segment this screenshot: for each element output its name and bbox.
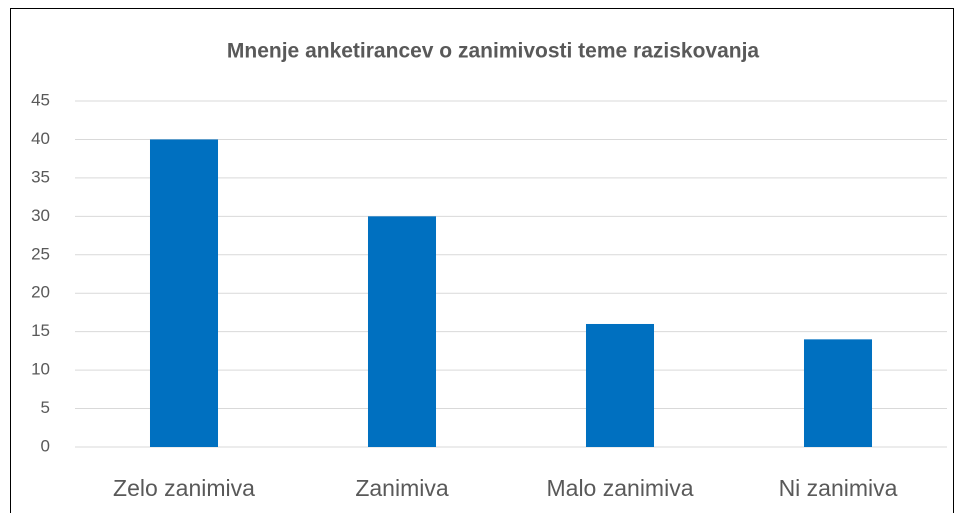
y-tick-label: 0 [41,436,50,455]
y-tick-label: 15 [31,321,50,340]
y-tick-label: 20 [31,283,50,302]
x-tick-label: Zelo zanimiva [113,475,255,501]
y-tick-label: 10 [31,360,50,379]
x-tick-label: Zanimiva [355,475,449,501]
bar [149,139,219,447]
y-tick-label: 45 [31,90,50,109]
y-tick-label: 30 [31,206,50,225]
x-tick-label: Ni zanimiva [779,475,898,501]
bar [803,339,873,447]
y-tick-label: 40 [31,129,50,148]
chart-title: Mnenje anketirancev o zanimivosti teme r… [227,40,760,63]
bar [585,323,655,447]
bar [367,216,437,447]
y-tick-label: 35 [31,167,50,186]
x-tick-label: Malo zanimiva [547,475,694,501]
y-tick-label: 5 [41,398,50,417]
y-tick-label: 25 [31,244,50,263]
